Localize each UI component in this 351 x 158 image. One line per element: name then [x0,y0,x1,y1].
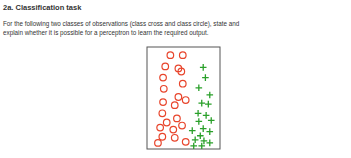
circle-point [163,119,170,126]
cross-point [206,128,213,135]
question-line: explain whether it is possible for a per… [3,29,209,37]
cross-point [200,64,207,71]
circle-point [170,126,177,133]
circle-point [182,139,189,146]
cross-point [196,85,203,92]
cross-point [192,137,199,144]
cross-point [195,110,202,117]
circle-point [162,63,169,70]
circle-point [179,122,186,129]
points [155,52,215,149]
circle-point [167,52,174,59]
cross-point [202,74,209,81]
cross-point [200,125,207,132]
cross-point [196,118,203,125]
cross-point [208,117,215,124]
page: 2a. Classification task For the following… [0,0,351,158]
cross-point [198,100,205,107]
cross-point [189,127,196,134]
cross-point [198,143,205,149]
cross-point [197,132,204,139]
question-line: For the following two classes of observa… [3,20,240,28]
cross-point [203,112,210,119]
circle-point [179,80,186,87]
cross-point [190,143,197,149]
cross-point [206,140,213,147]
circle-point [178,68,185,75]
circle-point [155,140,162,147]
heading: 2a. Classification task [3,3,82,12]
circle-point [159,110,166,117]
circle-point [160,86,167,93]
circle-point [160,74,167,81]
circle-point [157,124,164,131]
circle-point [179,52,186,59]
circle-point [159,133,166,140]
cross-point [205,101,212,108]
circle-point [160,99,167,106]
cross-point [206,92,213,99]
plot-frame [147,47,220,149]
circle-point [171,102,178,109]
circle-point [174,115,181,122]
circle-point [171,134,178,141]
circle-point [175,94,182,101]
circle-point [182,97,189,104]
